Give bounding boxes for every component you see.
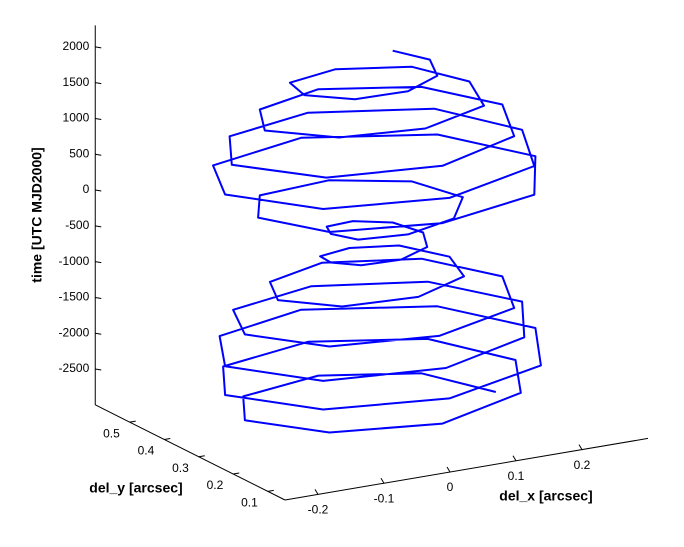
x-axis-line xyxy=(284,437,649,501)
z-tick xyxy=(95,332,102,335)
y-tick xyxy=(198,455,205,458)
z-tick-label: -2500 xyxy=(59,361,90,375)
z-tick xyxy=(95,225,102,228)
y-tick-label: 0.2 xyxy=(207,478,224,492)
z-tick xyxy=(95,117,102,120)
x-tick xyxy=(314,489,319,495)
y-tick xyxy=(129,420,136,423)
x-tick-label: -0.2 xyxy=(308,503,329,517)
y-axis-line xyxy=(95,404,286,501)
x-tick xyxy=(512,455,517,462)
y-tick-label: 0.1 xyxy=(241,496,258,510)
z-tick xyxy=(95,82,102,85)
z-tick-label: 1000 xyxy=(63,111,90,125)
z-tick xyxy=(95,153,102,156)
x-tick-label: 0.2 xyxy=(574,458,591,472)
x-tick xyxy=(446,466,451,473)
x-axis-label: del_x [arcsec] xyxy=(499,488,592,504)
y-tick-label: 0.3 xyxy=(172,461,189,475)
data-line xyxy=(212,49,542,434)
y-axis-label: del_y [arcsec] xyxy=(89,480,182,496)
z-tick-label: -1500 xyxy=(59,290,90,304)
z-axis-label: time [UTC MJD2000] xyxy=(29,147,45,282)
x-tick xyxy=(380,477,385,484)
x-tick xyxy=(578,444,583,450)
z-tick xyxy=(95,46,102,49)
z-tick-label: 1500 xyxy=(63,75,90,89)
y-tick xyxy=(164,437,171,440)
z-tick-label: 2000 xyxy=(63,39,90,53)
z-tick xyxy=(95,296,102,299)
y-tick-label: 0.5 xyxy=(103,426,120,440)
z-tick-label: -2000 xyxy=(59,325,90,339)
z-tick xyxy=(95,261,102,264)
z-tick-label: 500 xyxy=(69,146,89,160)
y-tick xyxy=(233,472,240,475)
y-tick-label: 0.4 xyxy=(138,444,155,458)
y-tick xyxy=(267,489,274,492)
z-tick xyxy=(95,368,102,371)
z-tick-label: -500 xyxy=(65,218,89,232)
x-tick-label: -0.1 xyxy=(374,491,395,505)
x-tick-label: 0 xyxy=(447,480,454,494)
z-tick-label: 0 xyxy=(83,182,90,196)
x-tick-label: 0.1 xyxy=(508,469,525,483)
z-tick xyxy=(95,189,102,192)
z-tick-label: -1000 xyxy=(59,254,90,268)
